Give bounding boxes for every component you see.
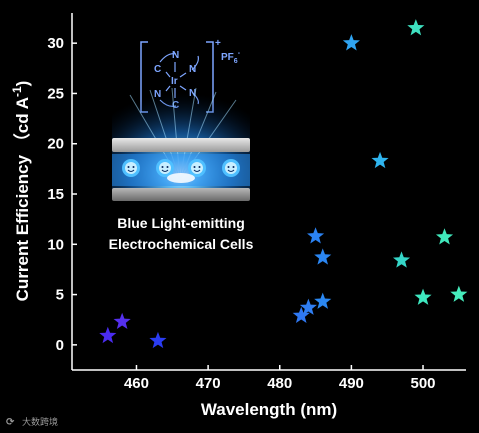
x-tick-label: 500: [411, 375, 436, 392]
y-tick-label: 25: [47, 85, 64, 102]
x-axis-title: Wavelength (nm): [201, 400, 337, 419]
y-tick-label: 30: [47, 35, 64, 52]
atom-label-ir: Ir: [171, 76, 178, 87]
data-point-star: [292, 306, 310, 323]
y-tick-label: 10: [47, 236, 64, 253]
atom-label-n-right-top: N: [189, 64, 196, 75]
watermark-logo-icon: ⟳: [6, 417, 15, 428]
atom-label-n-top: N: [172, 50, 179, 61]
data-point-star: [371, 151, 389, 169]
counterion-label: PF6-: [221, 50, 241, 65]
x-tick-label: 470: [196, 375, 221, 392]
data-point-star: [414, 288, 432, 305]
data-point-star: [99, 326, 117, 344]
inset-caption-line1: Blue Light-emitting: [117, 215, 245, 231]
top-electrode-icon: [112, 138, 250, 152]
data-point-star: [113, 312, 131, 330]
emitter-molecules-icon: [122, 159, 240, 183]
data-points: [99, 19, 468, 349]
y-tick-label: 0: [56, 337, 64, 354]
y-axis-title: Current Efficiency （cd A-1): [10, 81, 32, 302]
complex-charge: +: [215, 38, 221, 49]
y-ticks: 0 5 10 15 20 25 30: [47, 35, 77, 354]
y-tick-label: 20: [47, 136, 64, 153]
bottom-electrode-icon: [112, 188, 250, 201]
y-axis-title-close: ): [13, 81, 32, 87]
data-point-star: [314, 248, 332, 265]
data-point-star: [342, 34, 360, 51]
x-ticks: 460 470 480 490 500: [124, 365, 436, 392]
data-point-star: [149, 331, 167, 349]
data-point-star: [307, 227, 325, 244]
inset-caption-line2: Electrochemical Cells: [109, 236, 254, 252]
y-axis-title-sup: -1: [10, 86, 24, 97]
data-point-star: [450, 285, 468, 302]
x-tick-label: 480: [267, 375, 292, 392]
x-tick-label: 460: [124, 375, 149, 392]
plot-frame: [71, 13, 466, 371]
inset-illustration: N C Ir N N C N + PF6-: [109, 38, 254, 252]
y-axis-title-main: Current Efficiency （cd A: [12, 97, 32, 301]
counterion-sub: 6: [234, 58, 238, 65]
data-point-star: [435, 228, 454, 245]
counterion-main: PF: [221, 52, 234, 63]
counterion-sup: -: [238, 50, 241, 57]
x-tick-label: 490: [339, 375, 364, 392]
y-tick-label: 15: [47, 186, 64, 203]
y-tick-label: 5: [56, 287, 64, 304]
data-point-star: [392, 251, 411, 268]
data-point-star: [407, 19, 425, 36]
data-point-star: [314, 292, 332, 309]
watermark: ⟳ 大数跨境: [6, 416, 58, 428]
atom-label-c-left: C: [154, 64, 161, 75]
data-point-star: [299, 298, 317, 315]
watermark-text: 大数跨境: [22, 416, 58, 428]
